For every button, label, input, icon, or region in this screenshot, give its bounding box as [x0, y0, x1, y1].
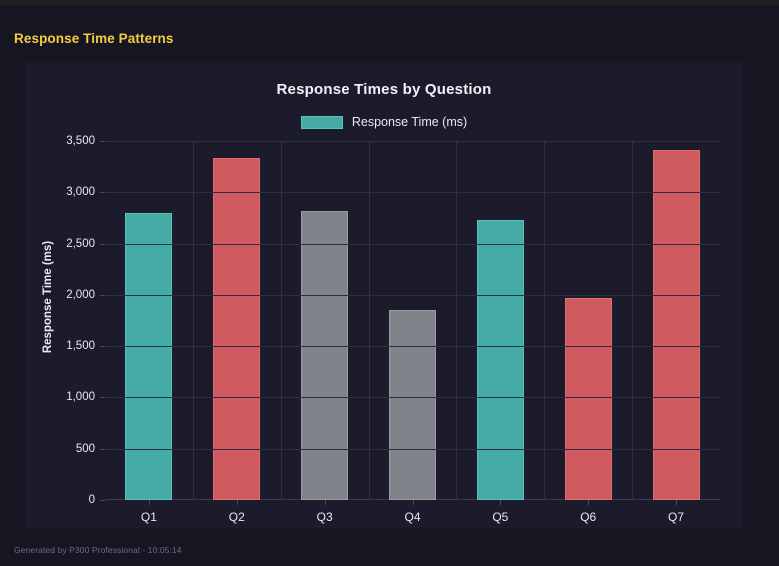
- bar-q1[interactable]: [125, 212, 173, 500]
- x-gridline: [632, 141, 633, 500]
- x-tick-label-q5: Q5: [492, 510, 509, 524]
- y-tick-label: 3,500: [66, 135, 95, 147]
- x-tick-label-q1: Q1: [140, 510, 157, 524]
- bar-q7[interactable]: [652, 149, 700, 500]
- y-tick-mark: [100, 192, 105, 194]
- y-tick-mark: [100, 448, 105, 450]
- y-gridline: [105, 192, 720, 194]
- x-tick-label-q6: Q6: [580, 510, 597, 524]
- y-tick-label: 500: [75, 442, 95, 455]
- x-tick-label-q3: Q3: [316, 510, 333, 524]
- y-gridline: [105, 346, 720, 348]
- x-gridline: [456, 141, 457, 500]
- x-gridline: [193, 141, 194, 500]
- bar-q4[interactable]: [389, 309, 436, 500]
- page-title: Response Time Patterns: [14, 31, 174, 46]
- x-gridline: [281, 141, 282, 500]
- y-tick-mark: [100, 500, 105, 501]
- y-tick-mark: [100, 294, 105, 296]
- x-tick-mark: [412, 500, 414, 505]
- x-gridline: [544, 141, 545, 500]
- y-tick-label: 2,000: [66, 288, 95, 301]
- x-tick-label-q7: Q7: [668, 510, 685, 524]
- plot-area: [105, 141, 720, 500]
- y-gridline: [105, 448, 720, 450]
- y-gridline: [105, 397, 720, 399]
- x-tick-label-q4: Q4: [404, 510, 421, 524]
- y-tick-mark: [100, 243, 105, 245]
- legend-swatch-response-time: [300, 115, 343, 129]
- y-tick-label: 2,500: [66, 237, 95, 250]
- bar-q6[interactable]: [564, 297, 612, 500]
- y-gridline: [105, 294, 720, 296]
- y-tick-label: 1,500: [66, 340, 95, 353]
- y-tick-mark: [100, 141, 105, 142]
- x-tick-label-q2: Q2: [228, 510, 245, 524]
- bar-q3[interactable]: [301, 211, 349, 500]
- y-tick-mark: [100, 346, 105, 348]
- bars-layer: [105, 141, 720, 500]
- window-top-strip: [0, 0, 779, 5]
- legend-label-response-time: Response Time (ms): [351, 115, 468, 129]
- plot-wrapper: Response Time (ms) 0 500 1,000 1,500 2,000 2,…: [25, 63, 743, 528]
- x-tick-mark: [324, 500, 326, 505]
- x-tick-mark: [148, 500, 150, 505]
- y-tick-label: 1,000: [66, 391, 95, 404]
- bar-q2[interactable]: [213, 158, 261, 500]
- footer-generated-by: Generated by P300 Professional - 10:05:1…: [14, 545, 182, 555]
- y-gridline: [105, 141, 720, 142]
- x-gridline: [369, 141, 370, 500]
- chart-legend: Response Time (ms): [25, 115, 743, 129]
- chart-title: Response Times by Question: [276, 81, 492, 98]
- y-gridline: [105, 243, 720, 245]
- y-tick-label: 3,000: [66, 186, 95, 199]
- x-tick-mark: [236, 500, 238, 505]
- chart-panel: Response Times by Question Response Time…: [25, 63, 743, 528]
- x-tick-mark: [500, 500, 502, 505]
- y-tick-mark: [100, 397, 105, 399]
- y-tick-label: 0: [88, 494, 95, 506]
- x-tick-mark: [676, 500, 678, 505]
- x-tick-mark: [588, 500, 590, 505]
- bar-q5[interactable]: [476, 219, 524, 500]
